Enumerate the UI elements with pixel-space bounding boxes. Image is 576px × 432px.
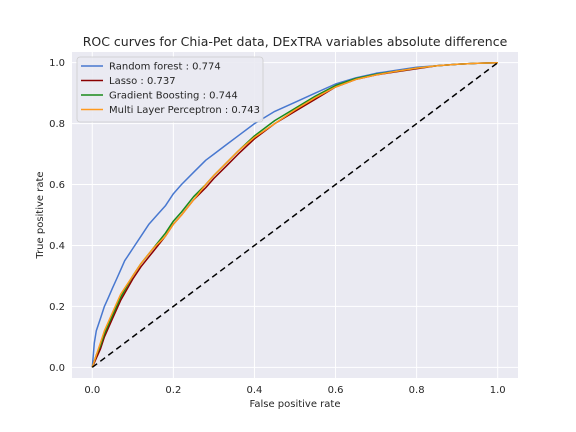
x-tick-label: 0.2 xyxy=(165,385,181,396)
y-tick-label: 0.4 xyxy=(49,241,65,252)
y-tick-label: 0.2 xyxy=(49,302,65,313)
x-tick-label: 1.0 xyxy=(490,385,506,396)
legend: Random forest : 0.774 Lasso : 0.737 Gradie… xyxy=(76,56,264,123)
x-tick-label: 0.8 xyxy=(409,385,425,396)
chart-title: ROC curves for Chia-Pet data, DExTRA var… xyxy=(83,34,508,49)
reference-diagonal-line xyxy=(91,62,499,368)
x-tick-labels: 0.0 0.2 0.4 0.6 0.8 1.0 xyxy=(84,385,505,396)
x-tick-label: 0.6 xyxy=(328,385,344,396)
y-tick-label: 0.6 xyxy=(49,180,65,191)
legend-label: Lasso : 0.737 xyxy=(109,76,176,87)
series-line-4 xyxy=(91,61,498,368)
series-lines xyxy=(91,61,499,368)
x-axis-label: False positive rate xyxy=(250,399,341,410)
x-tick-label: 0.4 xyxy=(247,385,263,396)
legend-label: Multi Layer Perceptron : 0.743 xyxy=(109,105,260,116)
y-tick-label: 0.0 xyxy=(49,363,65,374)
y-tick-label: 1.0 xyxy=(49,58,65,69)
x-tick-label: 0.0 xyxy=(84,385,100,396)
y-tick-labels: 0.0 0.2 0.4 0.6 0.8 1.0 xyxy=(49,58,65,374)
legend-label: Gradient Boosting : 0.744 xyxy=(109,91,238,102)
y-tick-label: 0.8 xyxy=(49,119,65,130)
y-axis-label: True positive rate xyxy=(35,171,46,259)
legend-label: Random forest : 0.774 xyxy=(109,62,221,73)
series-line-1 xyxy=(91,61,498,368)
legend-box xyxy=(76,56,264,123)
